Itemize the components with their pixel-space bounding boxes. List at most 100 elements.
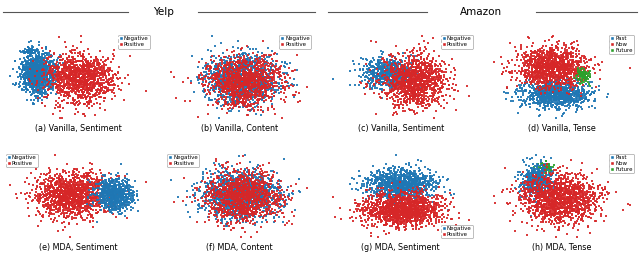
Point [402,100,412,104]
Point [418,213,428,217]
Point [86,207,96,212]
Point [388,215,398,219]
Point [243,71,253,75]
Point [249,183,259,187]
Point [383,76,394,80]
Point [538,183,548,187]
Point [104,192,115,196]
Point [530,194,540,199]
Point [365,186,375,190]
Point [449,88,459,92]
Point [401,207,412,211]
Point [431,201,441,206]
Point [72,79,82,84]
Point [55,81,65,85]
Point [15,57,26,61]
Point [199,204,209,208]
Point [120,193,131,197]
Point [535,194,545,198]
Point [259,189,269,193]
Point [570,203,580,207]
Point [390,173,401,177]
Point [525,75,536,80]
Point [399,210,410,214]
Point [100,186,110,190]
Point [545,187,555,191]
Point [110,192,120,196]
Point [246,85,257,90]
Point [547,68,557,72]
Point [38,80,49,84]
Point [280,60,290,65]
Point [241,182,251,186]
Point [526,188,536,192]
Point [38,62,49,66]
Point [79,71,90,75]
Point [44,63,54,67]
Point [58,177,68,181]
Point [57,78,67,83]
Point [201,61,211,65]
Point [118,188,128,192]
Point [217,84,227,89]
Point [256,77,266,82]
Point [383,209,393,213]
Point [239,189,249,193]
Point [241,77,251,82]
Point [549,192,559,196]
Point [28,77,38,81]
Point [80,199,90,203]
Point [242,80,252,84]
Point [541,206,551,210]
Point [218,215,228,219]
Point [550,196,560,200]
Point [396,210,406,214]
Point [541,66,551,70]
Point [241,82,252,86]
Point [365,77,376,81]
Point [401,92,411,96]
Point [22,71,32,76]
Point [251,95,261,99]
Point [405,183,415,187]
Point [562,70,572,75]
Point [396,197,406,201]
Point [260,63,271,67]
Point [536,88,547,92]
Point [525,191,535,195]
Point [382,201,392,205]
Point [400,189,410,194]
Point [169,75,179,80]
Point [235,184,245,189]
Point [364,188,374,192]
Point [67,73,77,77]
Point [557,94,568,99]
Point [31,77,42,82]
Point [22,60,33,64]
Point [410,180,420,184]
Point [53,194,63,199]
Point [406,66,416,70]
Point [244,192,255,197]
Point [76,67,86,71]
Point [245,186,255,190]
Point [379,193,389,198]
Point [83,73,93,77]
Point [528,75,538,79]
Point [543,101,554,105]
Point [214,87,224,92]
Point [417,182,427,186]
Point [565,192,575,196]
Point [240,77,250,81]
Point [74,81,84,85]
Point [536,184,546,189]
Point [541,164,552,169]
Point [219,80,229,84]
Point [76,189,86,193]
Point [66,193,76,198]
Point [226,186,236,190]
Point [543,84,553,89]
Point [583,72,593,76]
Point [234,188,244,193]
Point [96,89,106,93]
